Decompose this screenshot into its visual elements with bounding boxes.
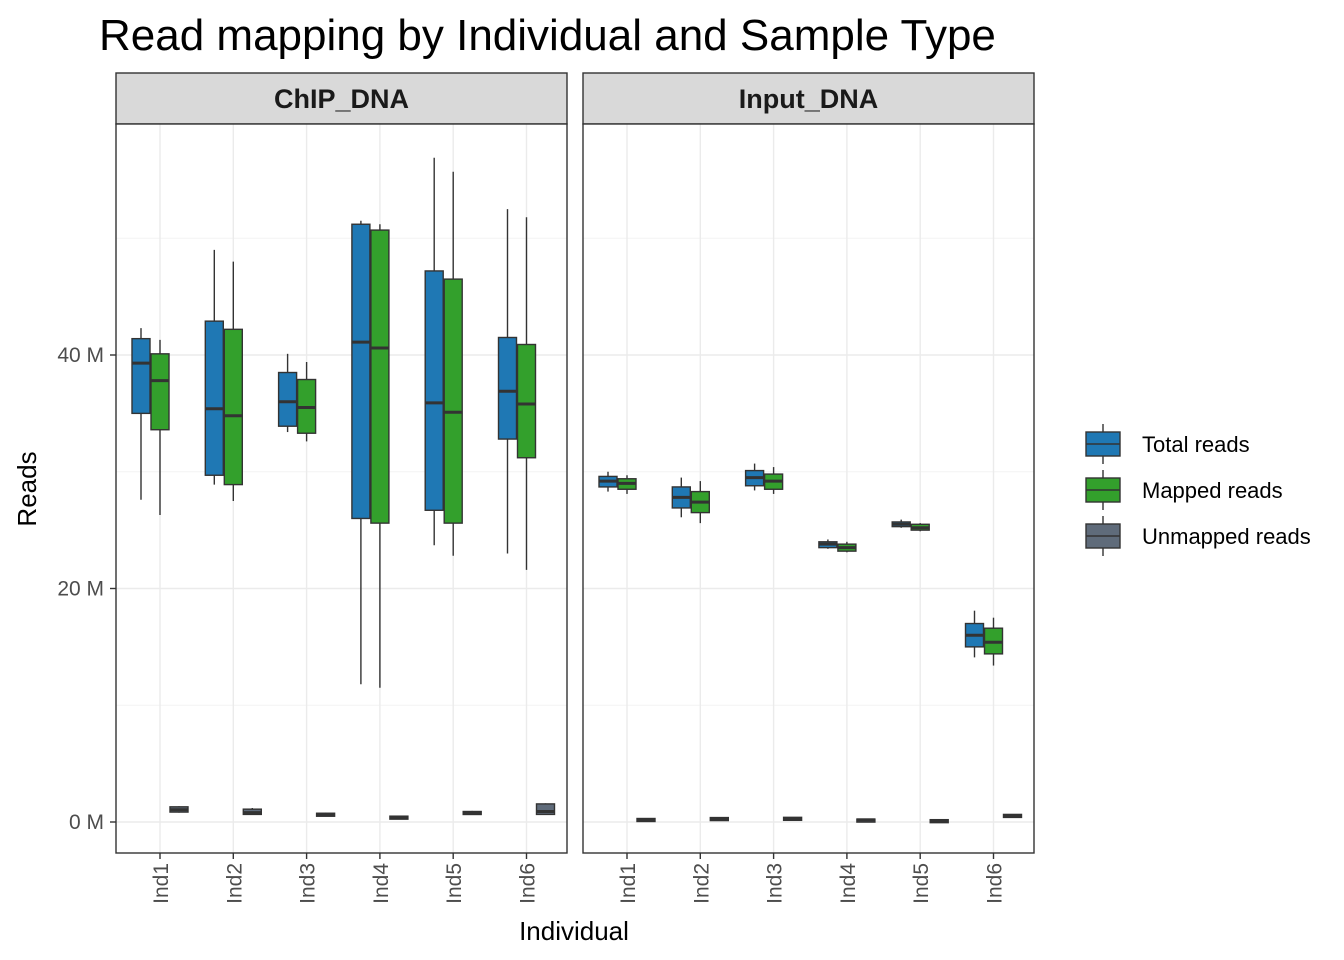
box-ChIP_DNA-Ind2-mapped-reads	[223, 261, 244, 501]
box-Input_DNA-Ind5-total-reads	[891, 519, 911, 528]
strip-ChIP_DNA	[115, 72, 568, 125]
box-ChIP_DNA-Ind5-total-reads	[424, 157, 444, 546]
box-ChIP_DNA-Ind1-total-reads	[131, 328, 151, 500]
box-iqr	[535, 803, 556, 816]
box-iqr	[516, 343, 537, 459]
legend-item-mapped-reads: Mapped reads	[1085, 470, 1283, 510]
box-ChIP_DNA-Ind3-unmapped-reads	[315, 812, 336, 817]
box-ChIP_DNA-Ind6-mapped-reads	[516, 217, 537, 570]
box-iqr	[131, 337, 151, 415]
x-tick-label-Ind1: Ind1	[617, 863, 640, 904]
plot-background	[116, 124, 567, 853]
box-Input_DNA-Ind5-mapped-reads	[910, 523, 930, 532]
box-iqr	[443, 278, 463, 524]
panel-ChIP_DNA: ChIP_DNA Ind1 Ind2 Ind3 Ind4 Ind5 Ind6	[115, 72, 568, 904]
legend-label: Total reads	[1142, 432, 1250, 457]
y-axis: 0 M 20 M 40 M	[57, 344, 116, 834]
box-ChIP_DNA-Ind2-total-reads	[204, 249, 225, 485]
box-ChIP_DNA-Ind6-unmapped-reads	[535, 803, 556, 816]
x-tick-label-Ind1: Ind1	[150, 863, 173, 904]
legend-item-unmapped-reads: Unmapped reads	[1085, 516, 1311, 556]
legend-label: Unmapped reads	[1142, 524, 1311, 549]
x-tick-label-Ind2: Ind2	[223, 863, 246, 904]
box-iqr	[277, 371, 298, 427]
box-Input_DNA-Ind4-total-reads	[818, 539, 838, 549]
box-iqr	[370, 229, 390, 524]
box-Input_DNA-Ind5-unmapped-reads	[929, 818, 949, 824]
box-Input_DNA-Ind2-unmapped-reads	[709, 816, 729, 822]
box-iqr	[351, 223, 371, 520]
y-tick-label: 40 M	[57, 344, 104, 367]
box-Input_DNA-Ind6-total-reads	[964, 610, 985, 658]
box-Input_DNA-Ind3-mapped-reads	[763, 467, 784, 494]
y-tick-label: 0 M	[69, 811, 104, 834]
strip-Input_DNA	[582, 72, 1035, 125]
box-Input_DNA-Ind1-mapped-reads	[617, 475, 637, 494]
box-Input_DNA-Ind4-mapped-reads	[837, 541, 857, 553]
panel-border	[582, 123, 1035, 854]
box-Input_DNA-Ind2-mapped-reads	[690, 481, 710, 524]
box-iqr	[150, 353, 170, 431]
x-tick-label-Ind5: Ind5	[910, 863, 933, 904]
box-ChIP_DNA-Ind1-mapped-reads	[150, 339, 170, 515]
x-tick-label-Ind6: Ind6	[984, 863, 1007, 904]
box-ChIP_DNA-Ind1-unmapped-reads	[169, 806, 189, 813]
box-iqr	[424, 270, 444, 511]
box-Input_DNA-Ind6-mapped-reads	[983, 617, 1004, 666]
chart-title: Read mapping by Individual and Sample Ty…	[99, 11, 996, 60]
box-iqr	[223, 328, 244, 486]
x-tick-label-Ind6: Ind6	[517, 863, 540, 904]
x-tick-label-Ind4: Ind4	[370, 863, 393, 904]
box-Input_DNA-Ind6-unmapped-reads	[1002, 813, 1023, 819]
box-Input_DNA-Ind4-unmapped-reads	[856, 818, 876, 823]
box-ChIP_DNA-Ind5-unmapped-reads	[462, 810, 482, 816]
x-tick-label-Ind3: Ind3	[297, 863, 320, 904]
strip-label-Input_DNA: Input_DNA	[739, 84, 878, 114]
y-tick-label: 20 M	[57, 578, 104, 601]
box-iqr	[497, 336, 518, 440]
panel-border	[115, 123, 568, 854]
box-ChIP_DNA-Ind4-total-reads	[351, 220, 371, 685]
panel-Input_DNA: Input_DNA Ind1 Ind2 Ind3 Ind4 Ind5 Ind6	[582, 72, 1035, 904]
box-ChIP_DNA-Ind3-total-reads	[277, 353, 298, 433]
x-tick-label-Ind5: Ind5	[443, 863, 466, 904]
box-Input_DNA-Ind3-total-reads	[744, 463, 765, 491]
x-tick-label-Ind3: Ind3	[764, 863, 787, 904]
box-ChIP_DNA-Ind4-unmapped-reads	[389, 815, 409, 820]
box-Input_DNA-Ind3-unmapped-reads	[782, 816, 803, 822]
box-ChIP_DNA-Ind6-total-reads	[497, 209, 518, 554]
strip-label-ChIP_DNA: ChIP_DNA	[274, 84, 409, 114]
x-axis-title: Individual	[519, 916, 629, 946]
box-Input_DNA-Ind2-total-reads	[671, 477, 691, 518]
legend: Total reads Mapped reads Unmapped reads	[1085, 424, 1311, 556]
box-ChIP_DNA-Ind4-mapped-reads	[370, 224, 390, 688]
box-Input_DNA-Ind1-total-reads	[598, 471, 618, 492]
box-Input_DNA-Ind1-unmapped-reads	[636, 817, 656, 823]
box-ChIP_DNA-Ind3-mapped-reads	[296, 362, 317, 442]
plot-background	[583, 124, 1034, 853]
x-tick-label-Ind4: Ind4	[837, 863, 860, 904]
y-axis-title: Reads	[12, 451, 42, 526]
box-ChIP_DNA-Ind5-mapped-reads	[443, 171, 463, 556]
box-iqr	[204, 320, 225, 476]
x-tick-label-Ind2: Ind2	[690, 863, 713, 904]
legend-item-total-reads: Total reads	[1085, 424, 1250, 464]
box-ChIP_DNA-Ind2-unmapped-reads	[242, 807, 263, 816]
legend-label: Mapped reads	[1142, 478, 1283, 503]
